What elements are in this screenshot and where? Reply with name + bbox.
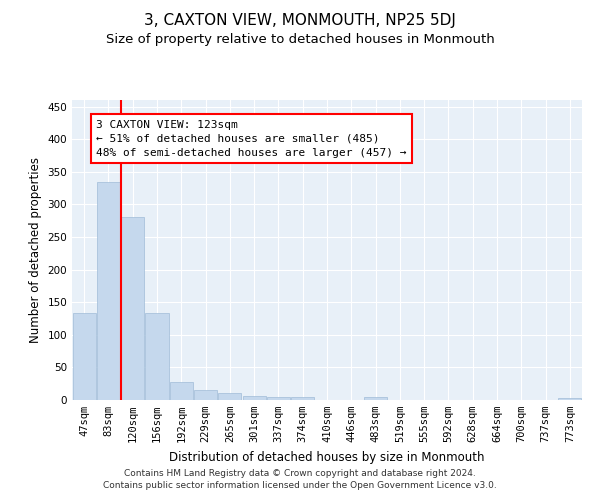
Bar: [242, 396, 266, 400]
Bar: [559, 398, 581, 400]
Text: Contains public sector information licensed under the Open Government Licence v3: Contains public sector information licen…: [103, 481, 497, 490]
Bar: [170, 382, 193, 400]
Text: 3, CAXTON VIEW, MONMOUTH, NP25 5DJ: 3, CAXTON VIEW, MONMOUTH, NP25 5DJ: [144, 12, 456, 28]
Text: Size of property relative to detached houses in Monmouth: Size of property relative to detached ho…: [106, 32, 494, 46]
Bar: [194, 390, 217, 400]
Bar: [267, 396, 290, 400]
Text: Contains HM Land Registry data © Crown copyright and database right 2024.: Contains HM Land Registry data © Crown c…: [124, 468, 476, 477]
Bar: [218, 394, 241, 400]
Bar: [364, 398, 387, 400]
X-axis label: Distribution of detached houses by size in Monmouth: Distribution of detached houses by size …: [169, 450, 485, 464]
Bar: [121, 218, 144, 400]
Bar: [97, 182, 120, 400]
Y-axis label: Number of detached properties: Number of detached properties: [29, 157, 42, 343]
Bar: [291, 398, 314, 400]
Text: 3 CAXTON VIEW: 123sqm
← 51% of detached houses are smaller (485)
48% of semi-det: 3 CAXTON VIEW: 123sqm ← 51% of detached …: [96, 120, 407, 158]
Bar: [73, 314, 95, 400]
Bar: [145, 314, 169, 400]
